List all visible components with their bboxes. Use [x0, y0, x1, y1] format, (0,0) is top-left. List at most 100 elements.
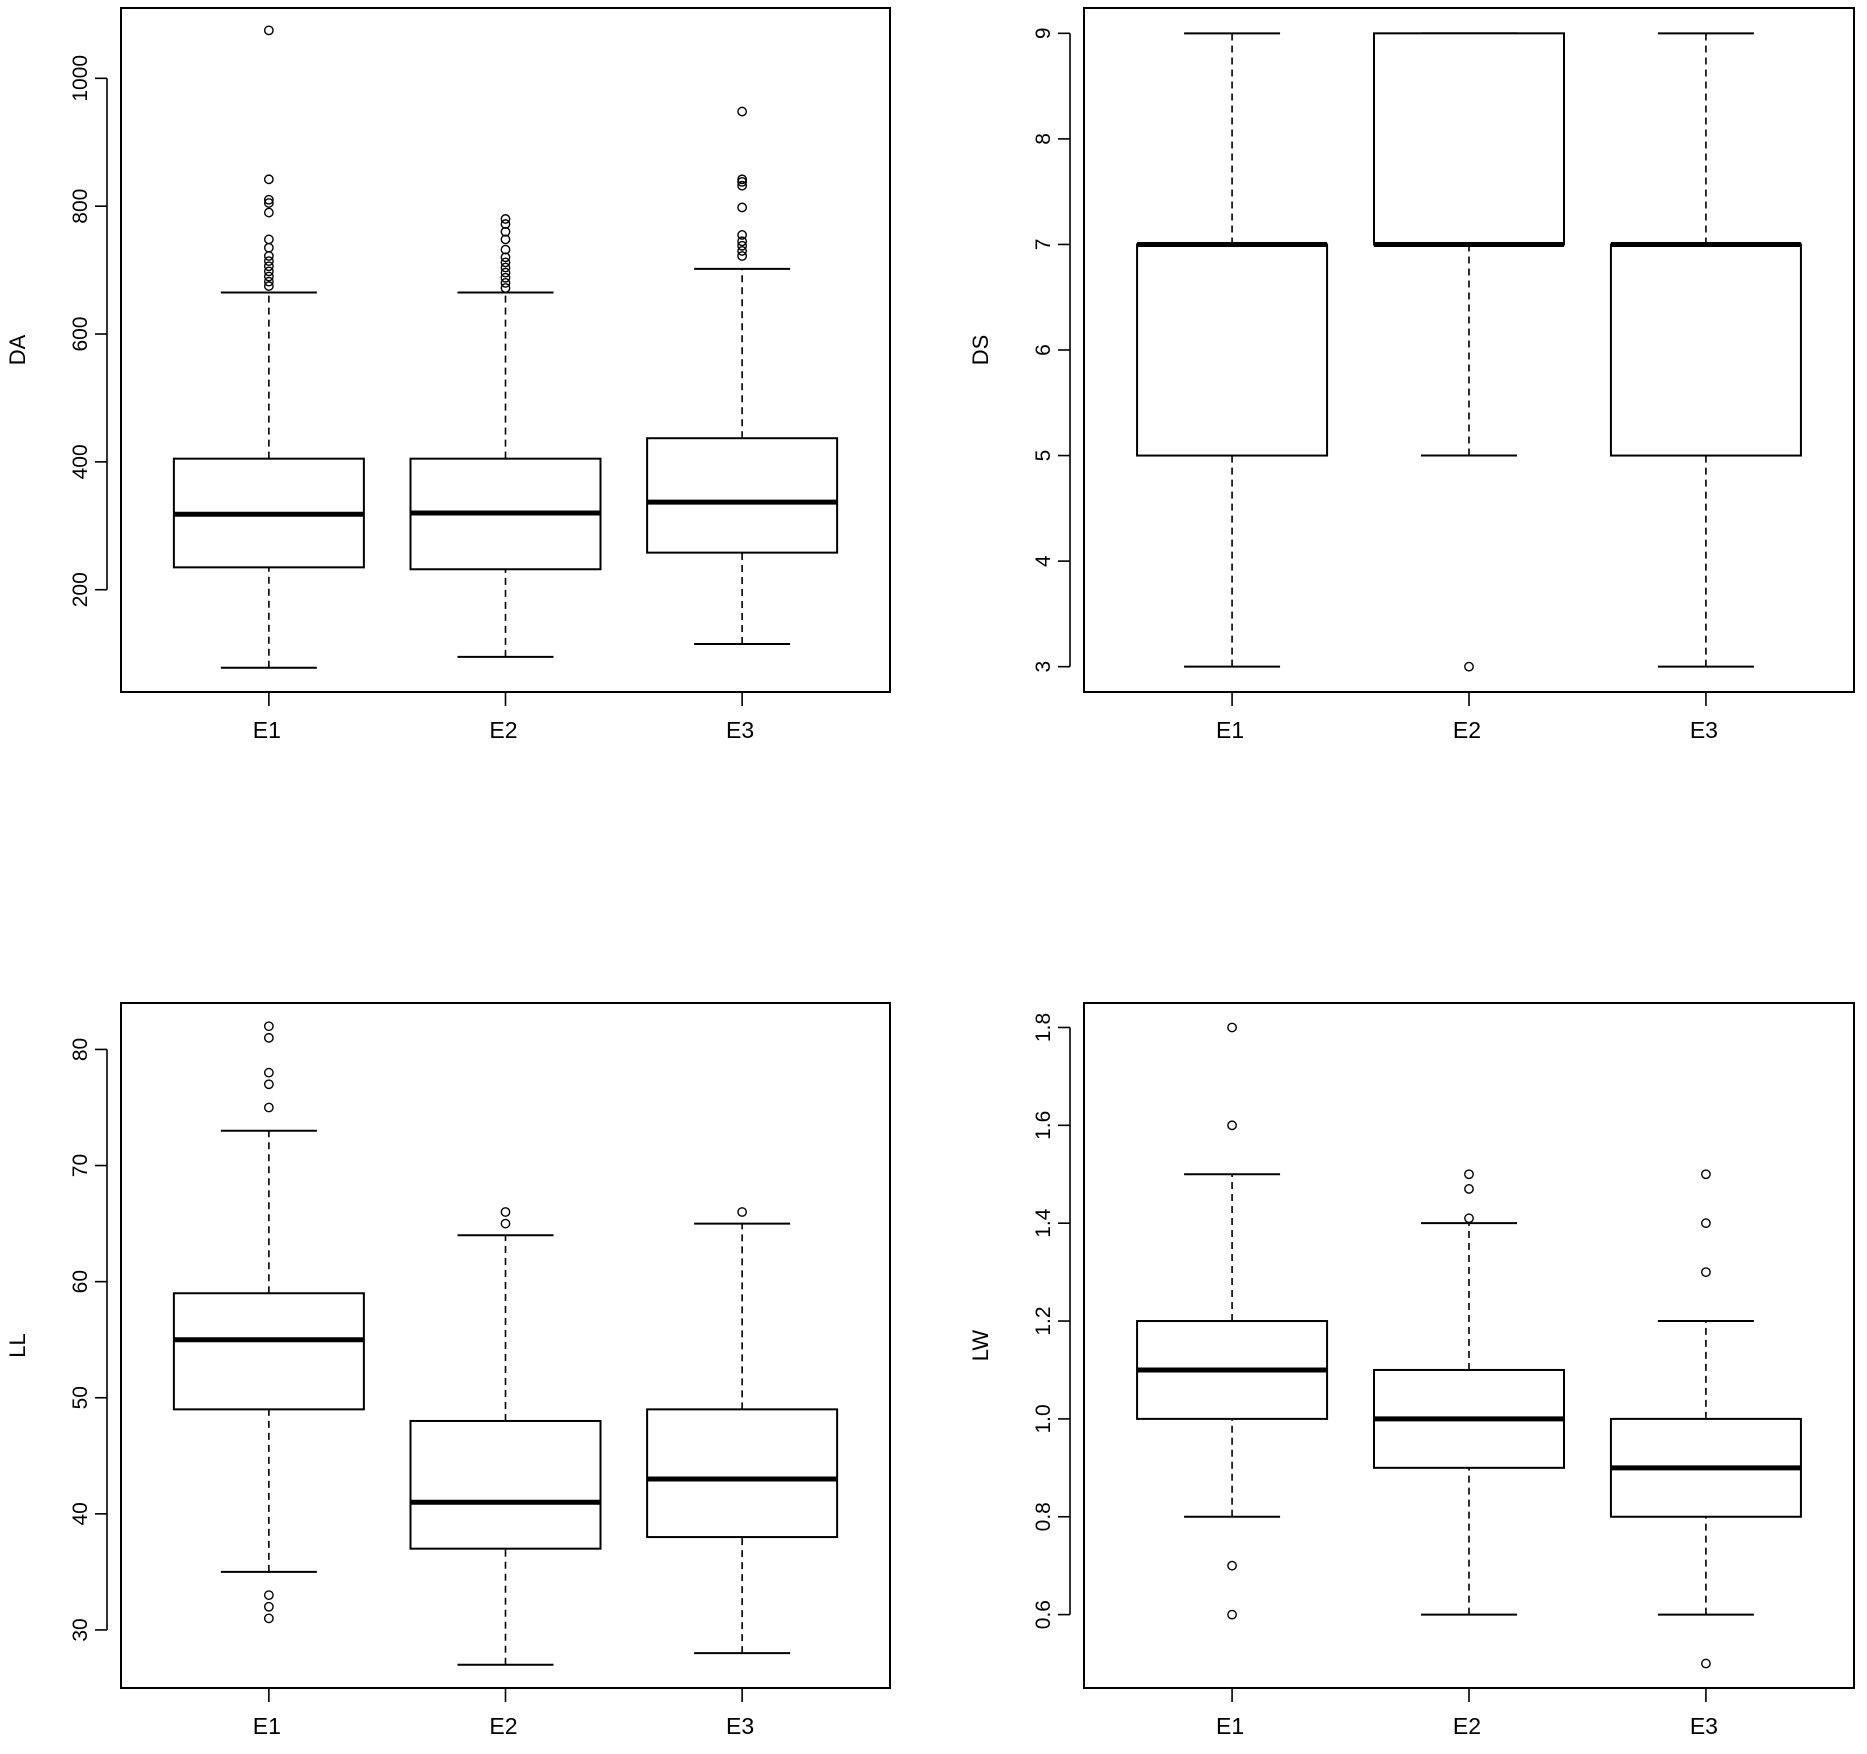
outlier-point	[1701, 1169, 1711, 1180]
outlier-point	[1227, 1609, 1237, 1620]
outlier-point	[263, 1102, 274, 1113]
outlier-point	[500, 1207, 511, 1217]
outlier-point	[737, 176, 748, 187]
box-e1	[172, 25, 365, 669]
outlier-point	[500, 277, 511, 288]
outlier-point	[263, 1613, 274, 1624]
box-e2	[1373, 1169, 1565, 1616]
outlier-point	[263, 1032, 274, 1043]
outlier-point	[263, 266, 274, 277]
y-tick-label: 7	[1032, 239, 1055, 251]
iqr-box	[646, 437, 839, 554]
y-tick-label: 4	[1032, 555, 1055, 567]
outlier-point	[263, 207, 274, 218]
outlier-point	[263, 276, 274, 287]
outlier-point	[263, 1067, 274, 1078]
y-tick-label: 0.8	[1032, 1502, 1055, 1531]
outlier-point	[500, 1218, 511, 1229]
y-tick-label: 600	[69, 316, 92, 351]
outlier-point	[263, 1079, 274, 1090]
outlier-point	[1227, 1022, 1237, 1033]
x-tick-label: E3	[726, 717, 754, 743]
x-tick-label: E1	[1216, 1713, 1244, 1739]
outlier-point	[263, 256, 274, 267]
y-tick-label: 1.6	[1032, 1111, 1055, 1140]
x-tick-label: E2	[489, 717, 517, 743]
outlier-point	[500, 272, 511, 283]
outlier-point	[263, 271, 274, 282]
y-axis-title: LW	[968, 1330, 993, 1362]
panel-ds: 3 4 5 6 7 8 9 DS E1 E2 E3	[968, 7, 1855, 743]
box-e1	[172, 1021, 365, 1624]
box-e3	[1609, 32, 1802, 668]
outlier-point	[500, 267, 511, 278]
outlier-point	[737, 236, 748, 247]
box-e3	[1609, 1169, 1802, 1669]
outlier-point	[263, 25, 274, 36]
y-tick-label: 0.6	[1032, 1600, 1055, 1629]
outlier-point	[263, 234, 274, 245]
outlier-point	[263, 1021, 274, 1032]
outlier-point	[1701, 1267, 1711, 1278]
y-tick-label: 70	[69, 1154, 92, 1177]
y-tick-label: 1.4	[1032, 1208, 1055, 1238]
x-tick-label: E2	[489, 1713, 517, 1739]
x-tick-label: E1	[1216, 717, 1244, 743]
box-e3	[646, 1207, 839, 1655]
outlier-point	[737, 246, 748, 256]
outlier-point	[500, 234, 511, 245]
outlier-point	[737, 1207, 748, 1217]
outlier-point	[737, 230, 748, 240]
box-e2	[409, 1207, 602, 1666]
x-tick-label: E3	[726, 1713, 754, 1739]
outlier-point	[1464, 661, 1474, 672]
iqr-box	[646, 1408, 839, 1539]
iqr-box	[409, 1419, 602, 1550]
outlier-point	[1227, 1560, 1237, 1571]
iqr-box	[1136, 243, 1329, 457]
y-axis-title: DS	[968, 335, 993, 366]
y-tick-label: 40	[69, 1502, 92, 1525]
x-tick-label: E2	[1453, 717, 1481, 743]
x-tick-label: E2	[1453, 1713, 1481, 1739]
y-tick-label: 6	[1032, 344, 1055, 356]
y-tick-label: 60	[69, 1270, 92, 1293]
outlier-point	[737, 240, 748, 251]
y-tick-label: 5	[1032, 450, 1055, 462]
outlier-point	[263, 194, 274, 205]
panel-da: 200 400 600 800 1000 DA E1 E2 E3	[5, 7, 891, 743]
y-tick-label: 9	[1032, 27, 1055, 39]
outlier-point	[737, 180, 748, 191]
y-tick-label: 50	[69, 1386, 92, 1409]
y-tick-label: 3	[1032, 661, 1055, 673]
outlier-point	[1464, 1213, 1474, 1224]
y-tick-label: 200	[69, 572, 92, 607]
outlier-point	[500, 244, 511, 255]
outlier-point	[1227, 1120, 1237, 1131]
outlier-point	[263, 261, 274, 272]
outlier-point	[263, 198, 274, 208]
y-tick-label: 1.0	[1032, 1404, 1055, 1433]
y-axis-title: DA	[5, 334, 30, 365]
iqr-box	[1373, 32, 1565, 246]
x-tick-label: E3	[1690, 1713, 1718, 1739]
x-tick-label: E1	[253, 717, 281, 743]
outlier-point	[737, 174, 748, 185]
outlier-point	[1464, 1184, 1474, 1194]
y-tick-label: 400	[69, 444, 92, 479]
outlier-point	[1464, 1169, 1474, 1180]
outlier-point	[500, 262, 511, 273]
y-tick-label: 800	[69, 189, 92, 224]
box-e1	[1136, 32, 1329, 668]
x-tick-label: E3	[1690, 717, 1718, 743]
outlier-point	[500, 226, 511, 237]
outlier-point	[500, 214, 511, 224]
outlier-point	[500, 252, 511, 263]
y-axis-title: LL	[5, 1333, 30, 1357]
outlier-point	[263, 174, 274, 185]
outlier-point	[500, 219, 511, 229]
outlier-point	[263, 251, 274, 261]
outlier-point	[737, 251, 748, 261]
outlier-point	[263, 242, 274, 253]
